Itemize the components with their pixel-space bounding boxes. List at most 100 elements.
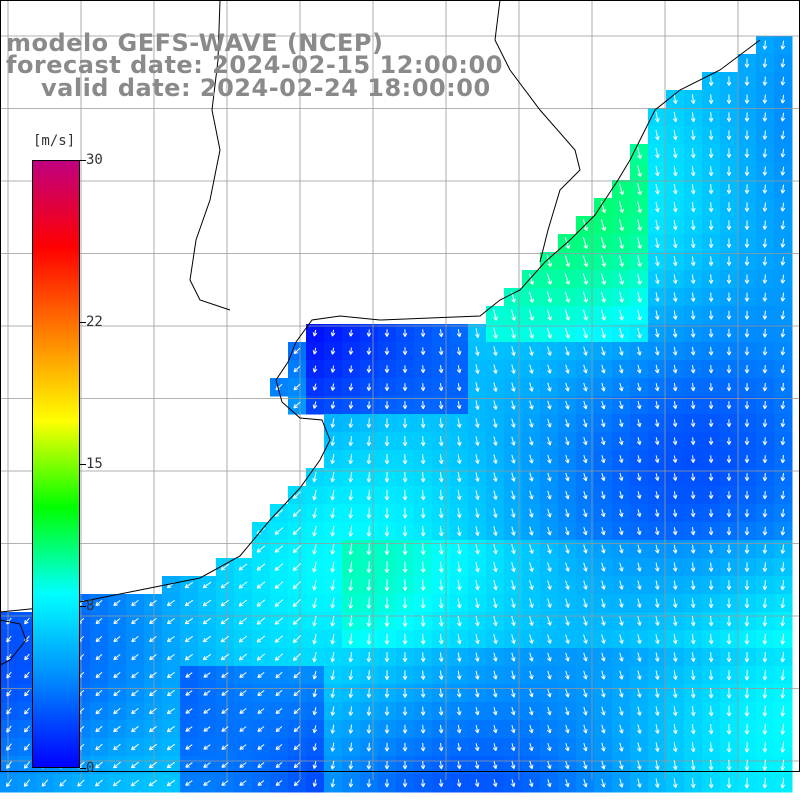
wind-arrow (312, 561, 317, 573)
wind-arrow (726, 364, 732, 374)
wind-arrow (275, 383, 283, 391)
wind-arrow (547, 400, 552, 410)
wind-arrow (583, 778, 588, 788)
wind-arrow (744, 76, 750, 86)
wind-arrow (601, 346, 606, 356)
wind-arrow (438, 383, 444, 392)
wind-arrow (619, 634, 624, 644)
wind-arrow (292, 563, 302, 572)
wind-arrow (402, 652, 408, 663)
wind-arrow (366, 742, 372, 752)
wind-arrow (456, 743, 462, 752)
wind-arrow (672, 419, 678, 428)
wind-arrow (184, 617, 194, 625)
wind-arrow (690, 419, 696, 427)
wind-arrow (257, 726, 265, 732)
wind-arrow (420, 761, 426, 770)
wind-arrow (564, 273, 570, 285)
wind-arrow (744, 94, 750, 104)
wind-arrow (330, 365, 336, 373)
wind-arrow (655, 292, 660, 302)
wind-arrow (762, 220, 768, 230)
wind-arrow (402, 760, 408, 770)
wind-arrow (673, 165, 678, 177)
wind-arrow (762, 346, 768, 356)
wind-arrow (293, 725, 301, 733)
wind-arrow (256, 563, 266, 571)
wind-arrow (636, 364, 642, 374)
wind-arrow (654, 562, 660, 572)
wind-arrow (384, 418, 390, 429)
wind-arrow (726, 741, 732, 753)
wind-arrow (654, 473, 660, 482)
wind-arrow (762, 76, 768, 86)
wind-arrow (474, 743, 480, 752)
wind-arrow (582, 508, 588, 518)
wind-arrow (672, 401, 678, 410)
wind-arrow (511, 382, 516, 392)
wind-arrow (330, 778, 336, 788)
wind-arrow (330, 742, 336, 752)
wind-arrow (511, 598, 516, 609)
wind-arrow (348, 688, 354, 698)
wind-arrow (402, 471, 408, 483)
wind-arrow (673, 148, 678, 159)
wind-arrow (637, 634, 642, 644)
wind-arrow (619, 688, 624, 698)
wind-arrow (220, 653, 230, 661)
wind-arrow (330, 329, 336, 337)
wind-arrow (511, 544, 516, 555)
wind-arrow (762, 130, 768, 140)
wind-arrow (565, 562, 570, 572)
wind-arrow (6, 743, 12, 751)
wind-arrow (547, 472, 552, 482)
wind-arrow (384, 633, 390, 645)
wind-arrow (438, 436, 444, 447)
wind-arrow (547, 526, 552, 536)
wind-arrow (690, 166, 696, 177)
wind-arrow (528, 273, 534, 285)
wind-arrow (438, 418, 444, 428)
wind-arrow (256, 617, 266, 625)
wind-arrow (475, 400, 480, 410)
wind-arrow (708, 455, 714, 463)
wind-arrow (672, 310, 678, 320)
wind-arrow (293, 671, 301, 679)
wind-arrow (672, 706, 678, 717)
wind-arrow (438, 615, 444, 627)
wind-arrow (672, 473, 678, 482)
wind-arrow (726, 256, 732, 266)
wind-arrow (565, 454, 570, 464)
wind-arrow (202, 617, 212, 625)
wind-arrow (672, 688, 678, 699)
wind-arrow (780, 328, 786, 338)
wind-arrow (293, 383, 301, 391)
wind-arrow (220, 581, 230, 589)
wind-arrow (529, 454, 534, 464)
wind-arrow (493, 543, 498, 555)
wind-arrow (708, 527, 714, 536)
wind-arrow (780, 473, 786, 482)
wind-arrow (330, 706, 336, 716)
wind-arrow (330, 597, 335, 609)
wind-arrow (292, 491, 302, 499)
wind-arrow (420, 724, 426, 734)
wind-arrow (601, 760, 606, 770)
wind-arrow (547, 382, 552, 392)
wind-arrow (744, 598, 750, 609)
wind-arrow (726, 526, 732, 536)
wind-arrow (113, 707, 121, 715)
colorbar-tick (80, 160, 86, 161)
wind-arrow (655, 706, 660, 716)
wind-arrow (166, 779, 176, 787)
wind-arrow (564, 778, 570, 788)
wind-arrow (690, 130, 696, 141)
wind-arrow (384, 579, 390, 591)
wind-arrow (384, 489, 390, 501)
wind-arrow (601, 364, 606, 374)
wind-arrow (600, 491, 606, 500)
wind-arrow (762, 202, 768, 212)
wind-arrow (402, 670, 408, 680)
wind-arrow (456, 436, 462, 447)
wind-arrow (708, 741, 714, 753)
